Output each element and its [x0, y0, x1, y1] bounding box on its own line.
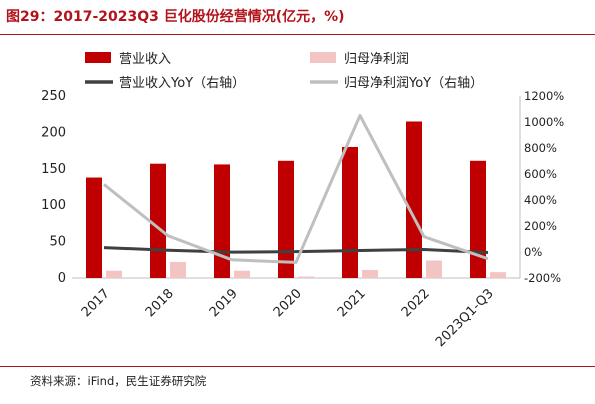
revenue-bar	[406, 121, 422, 278]
bars	[86, 121, 506, 278]
revenue-bar	[150, 163, 166, 278]
net-profit-bar	[362, 269, 378, 278]
net-profit-bar	[298, 276, 314, 278]
source-note: 资料来源：iFind，民生证券研究院	[30, 374, 207, 388]
right-tick-label: 400%	[524, 193, 557, 207]
revenue-yoy-line	[103, 246, 489, 255]
left-tick-label: 150	[41, 162, 66, 177]
x-tick-label: 2023Q1-Q3	[433, 286, 497, 350]
right-tick-label: -200%	[524, 271, 561, 285]
legend-swatch-net-profit	[310, 52, 336, 63]
left-tick-label: 200	[41, 125, 66, 140]
right-tick-label: 1200%	[524, 89, 564, 103]
revenue-bar	[278, 160, 294, 278]
legend-label: 归母净利润YoY（右轴）	[344, 76, 483, 91]
net-profit-yoy-line	[103, 114, 489, 264]
x-tick-label: 2019	[207, 286, 241, 320]
right-tick-label: 1000%	[524, 115, 564, 129]
left-tick-label: 50	[49, 235, 66, 250]
x-tick-label: 2018	[143, 286, 177, 320]
legend-label: 归母净利润	[344, 52, 409, 67]
source-rule	[0, 366, 595, 367]
lines	[103, 114, 489, 264]
x-tick-label: 2017	[79, 286, 113, 320]
right-tick-label: 800%	[524, 141, 557, 155]
left-tick-label: 250	[41, 89, 66, 104]
right-tick-label: 600%	[524, 167, 557, 181]
x-tick-label: 2020	[271, 286, 305, 320]
right-tick-label: 0%	[524, 245, 542, 259]
x-tick-label: 2022	[399, 286, 433, 320]
net-profit-bar	[490, 272, 506, 278]
net-profit-bar	[106, 270, 122, 278]
legend-label: 营业收入YoY（右轴）	[119, 76, 245, 91]
revenue-bar	[470, 160, 486, 278]
left-tick-label: 0	[58, 271, 66, 286]
net-profit-bar	[170, 261, 186, 278]
revenue-bar	[86, 177, 102, 278]
net-profit-bar	[234, 270, 250, 278]
legend-label: 营业收入	[119, 52, 171, 67]
title-rule	[0, 34, 595, 35]
revenue-bar	[214, 164, 230, 278]
legend-swatch-revenue	[85, 52, 111, 63]
figure-title: 图29：2017-2023Q3 巨化股份经营情况(亿元，%)	[6, 9, 345, 25]
net-profit-bar	[426, 260, 442, 278]
revenue-bar	[342, 146, 358, 278]
x-tick-label: 2021	[335, 286, 369, 320]
right-tick-label: 200%	[524, 219, 557, 233]
left-tick-label: 100	[41, 198, 66, 213]
